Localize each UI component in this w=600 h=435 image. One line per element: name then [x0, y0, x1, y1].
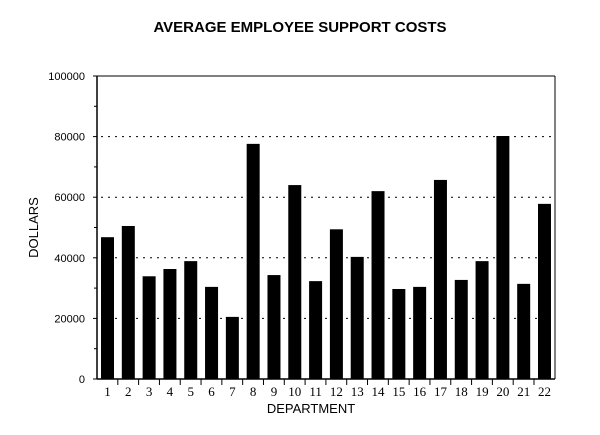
bar-dept-2: [121, 225, 135, 379]
bar-dept-14: [371, 191, 385, 379]
chart-title: AVERAGE EMPLOYEE SUPPORT COSTS: [153, 19, 447, 36]
x-axis-label: DEPARTMENT: [267, 401, 355, 416]
x-tick-label: 17: [434, 384, 448, 399]
bar-dept-16: [413, 286, 427, 379]
bar-dept-3: [142, 276, 156, 379]
x-tick-label: 4: [167, 384, 174, 399]
bar-dept-19: [475, 261, 489, 379]
x-tick-label: 16: [413, 384, 427, 399]
y-tick-label: 100000: [48, 71, 85, 83]
bar-dept-5: [184, 261, 198, 379]
bar-dept-10: [288, 185, 302, 379]
x-tick-label: 5: [187, 384, 194, 399]
x-tick-label: 8: [250, 384, 257, 399]
bar-dept-20: [496, 135, 510, 379]
bar-dept-17: [433, 179, 447, 379]
x-tick-label: 12: [330, 384, 343, 399]
x-tick-label: 6: [208, 384, 215, 399]
y-tick-label: 80000: [54, 132, 85, 144]
x-tick-label: 20: [496, 384, 509, 399]
x-tick-label: 22: [538, 384, 551, 399]
y-tick-label: 40000: [54, 253, 85, 265]
y-tick-label: 60000: [54, 192, 85, 204]
x-tick-label: 14: [372, 384, 386, 399]
x-tick-label: 18: [455, 384, 468, 399]
x-tick-label: 9: [271, 384, 278, 399]
bar-dept-11: [309, 281, 323, 379]
y-tick-label: 0: [79, 374, 85, 386]
x-tick-label: 19: [476, 384, 489, 399]
bar-dept-21: [517, 283, 531, 379]
x-tick-label: 13: [351, 384, 364, 399]
x-tick-label: 7: [229, 384, 236, 399]
bar-dept-8: [246, 143, 260, 379]
bar-dept-9: [267, 275, 281, 379]
bar-dept-4: [163, 269, 177, 379]
x-tick-label: 1: [104, 384, 111, 399]
x-tick-label: 11: [309, 384, 322, 399]
x-tick-label: 3: [146, 384, 153, 399]
x-tick-label: 15: [392, 384, 405, 399]
bar-dept-18: [454, 279, 468, 379]
bar-dept-22: [538, 203, 551, 379]
bar-dept-12: [329, 229, 343, 379]
y-axis-label: DOLLARS: [26, 197, 41, 258]
bar-dept-1: [101, 237, 114, 379]
bar-dept-13: [350, 256, 364, 379]
x-tick-label: 10: [288, 384, 301, 399]
x-tick-label: 21: [517, 384, 530, 399]
y-tick-label: 20000: [54, 313, 85, 325]
bar-dept-15: [392, 289, 406, 379]
bar-dept-6: [205, 286, 219, 379]
bar-dept-7: [225, 316, 239, 379]
x-tick-label: 2: [125, 384, 132, 399]
